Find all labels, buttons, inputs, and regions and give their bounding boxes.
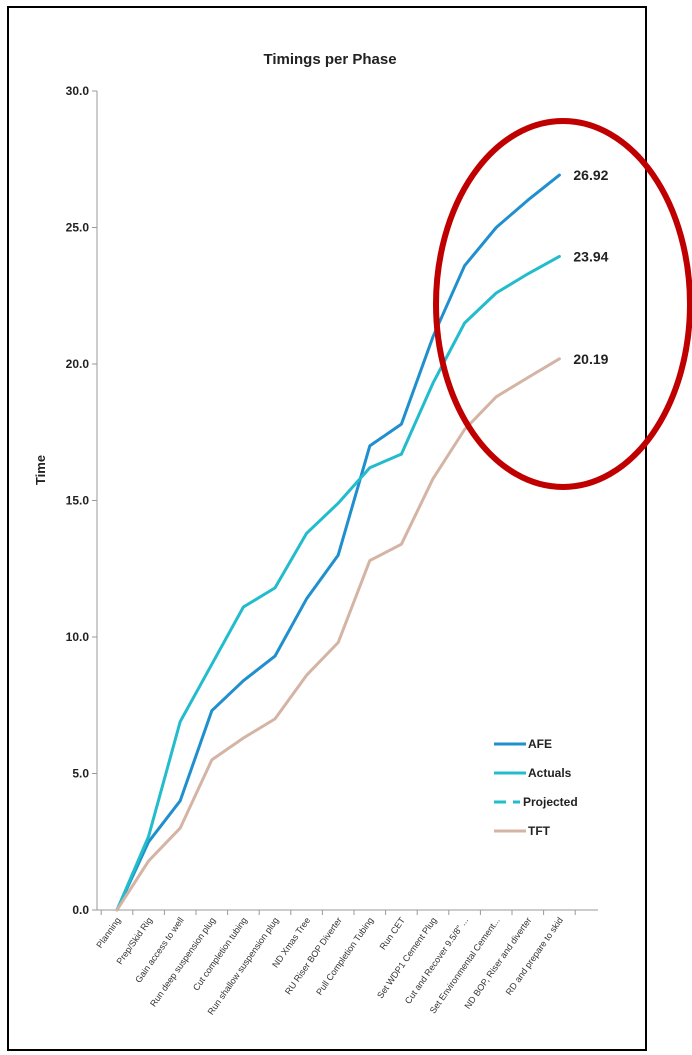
x-tick-label: Pull Completion Tubing	[314, 915, 375, 997]
end-labels: 26.92 23.94 20.19	[573, 167, 608, 367]
x-tick-label: RD and prepare to skid	[504, 915, 565, 997]
y-axis-label: Time	[33, 455, 48, 485]
y-tick-label: 25.0	[66, 221, 90, 235]
series-line-actuals	[115, 452, 403, 912]
x-tick-label: Cut completion tubing	[191, 915, 249, 992]
annotation-ellipse	[433, 118, 692, 490]
chart-title: Timings per Phase	[263, 51, 396, 68]
x-tick-label: Set WDP1 Cement Plug	[375, 915, 439, 1000]
end-value-label: 20.19	[573, 351, 608, 367]
x-tick-label: Cut and Recover 9.5/8" ...	[403, 915, 470, 1005]
x-tick-label: Run deep suspension plug	[148, 915, 217, 1008]
y-tick-label: 15.0	[66, 494, 90, 508]
x-tick-label: RU Riser BOP Diverter	[283, 915, 344, 996]
legend: AFE Actuals Projected TFT	[494, 737, 578, 838]
series-line-tft	[115, 357, 561, 912]
series-layer	[115, 173, 561, 912]
y-tick-label: 0.0	[72, 903, 89, 917]
y-tick-label: 5.0	[72, 767, 89, 781]
y-tick-label: 20.0	[66, 357, 90, 371]
x-tick-label: Run CET	[378, 915, 408, 951]
series-line-projected	[399, 254, 561, 456]
axes: 0.05.010.015.020.025.030.0PlanningPrep/S…	[66, 84, 598, 1017]
legend-label: AFE	[528, 737, 552, 751]
y-tick-label: 30.0	[66, 84, 90, 98]
x-tick-label: Planning	[94, 915, 122, 949]
series-line-afe	[115, 173, 561, 912]
legend-label: TFT	[528, 824, 551, 838]
y-tick-label: 10.0	[66, 630, 90, 644]
end-value-label: 23.94	[573, 248, 608, 264]
chart-frame	[7, 6, 647, 1051]
end-value-label: 26.92	[573, 167, 608, 183]
legend-label: Projected	[523, 795, 578, 809]
legend-label: Actuals	[528, 766, 572, 780]
